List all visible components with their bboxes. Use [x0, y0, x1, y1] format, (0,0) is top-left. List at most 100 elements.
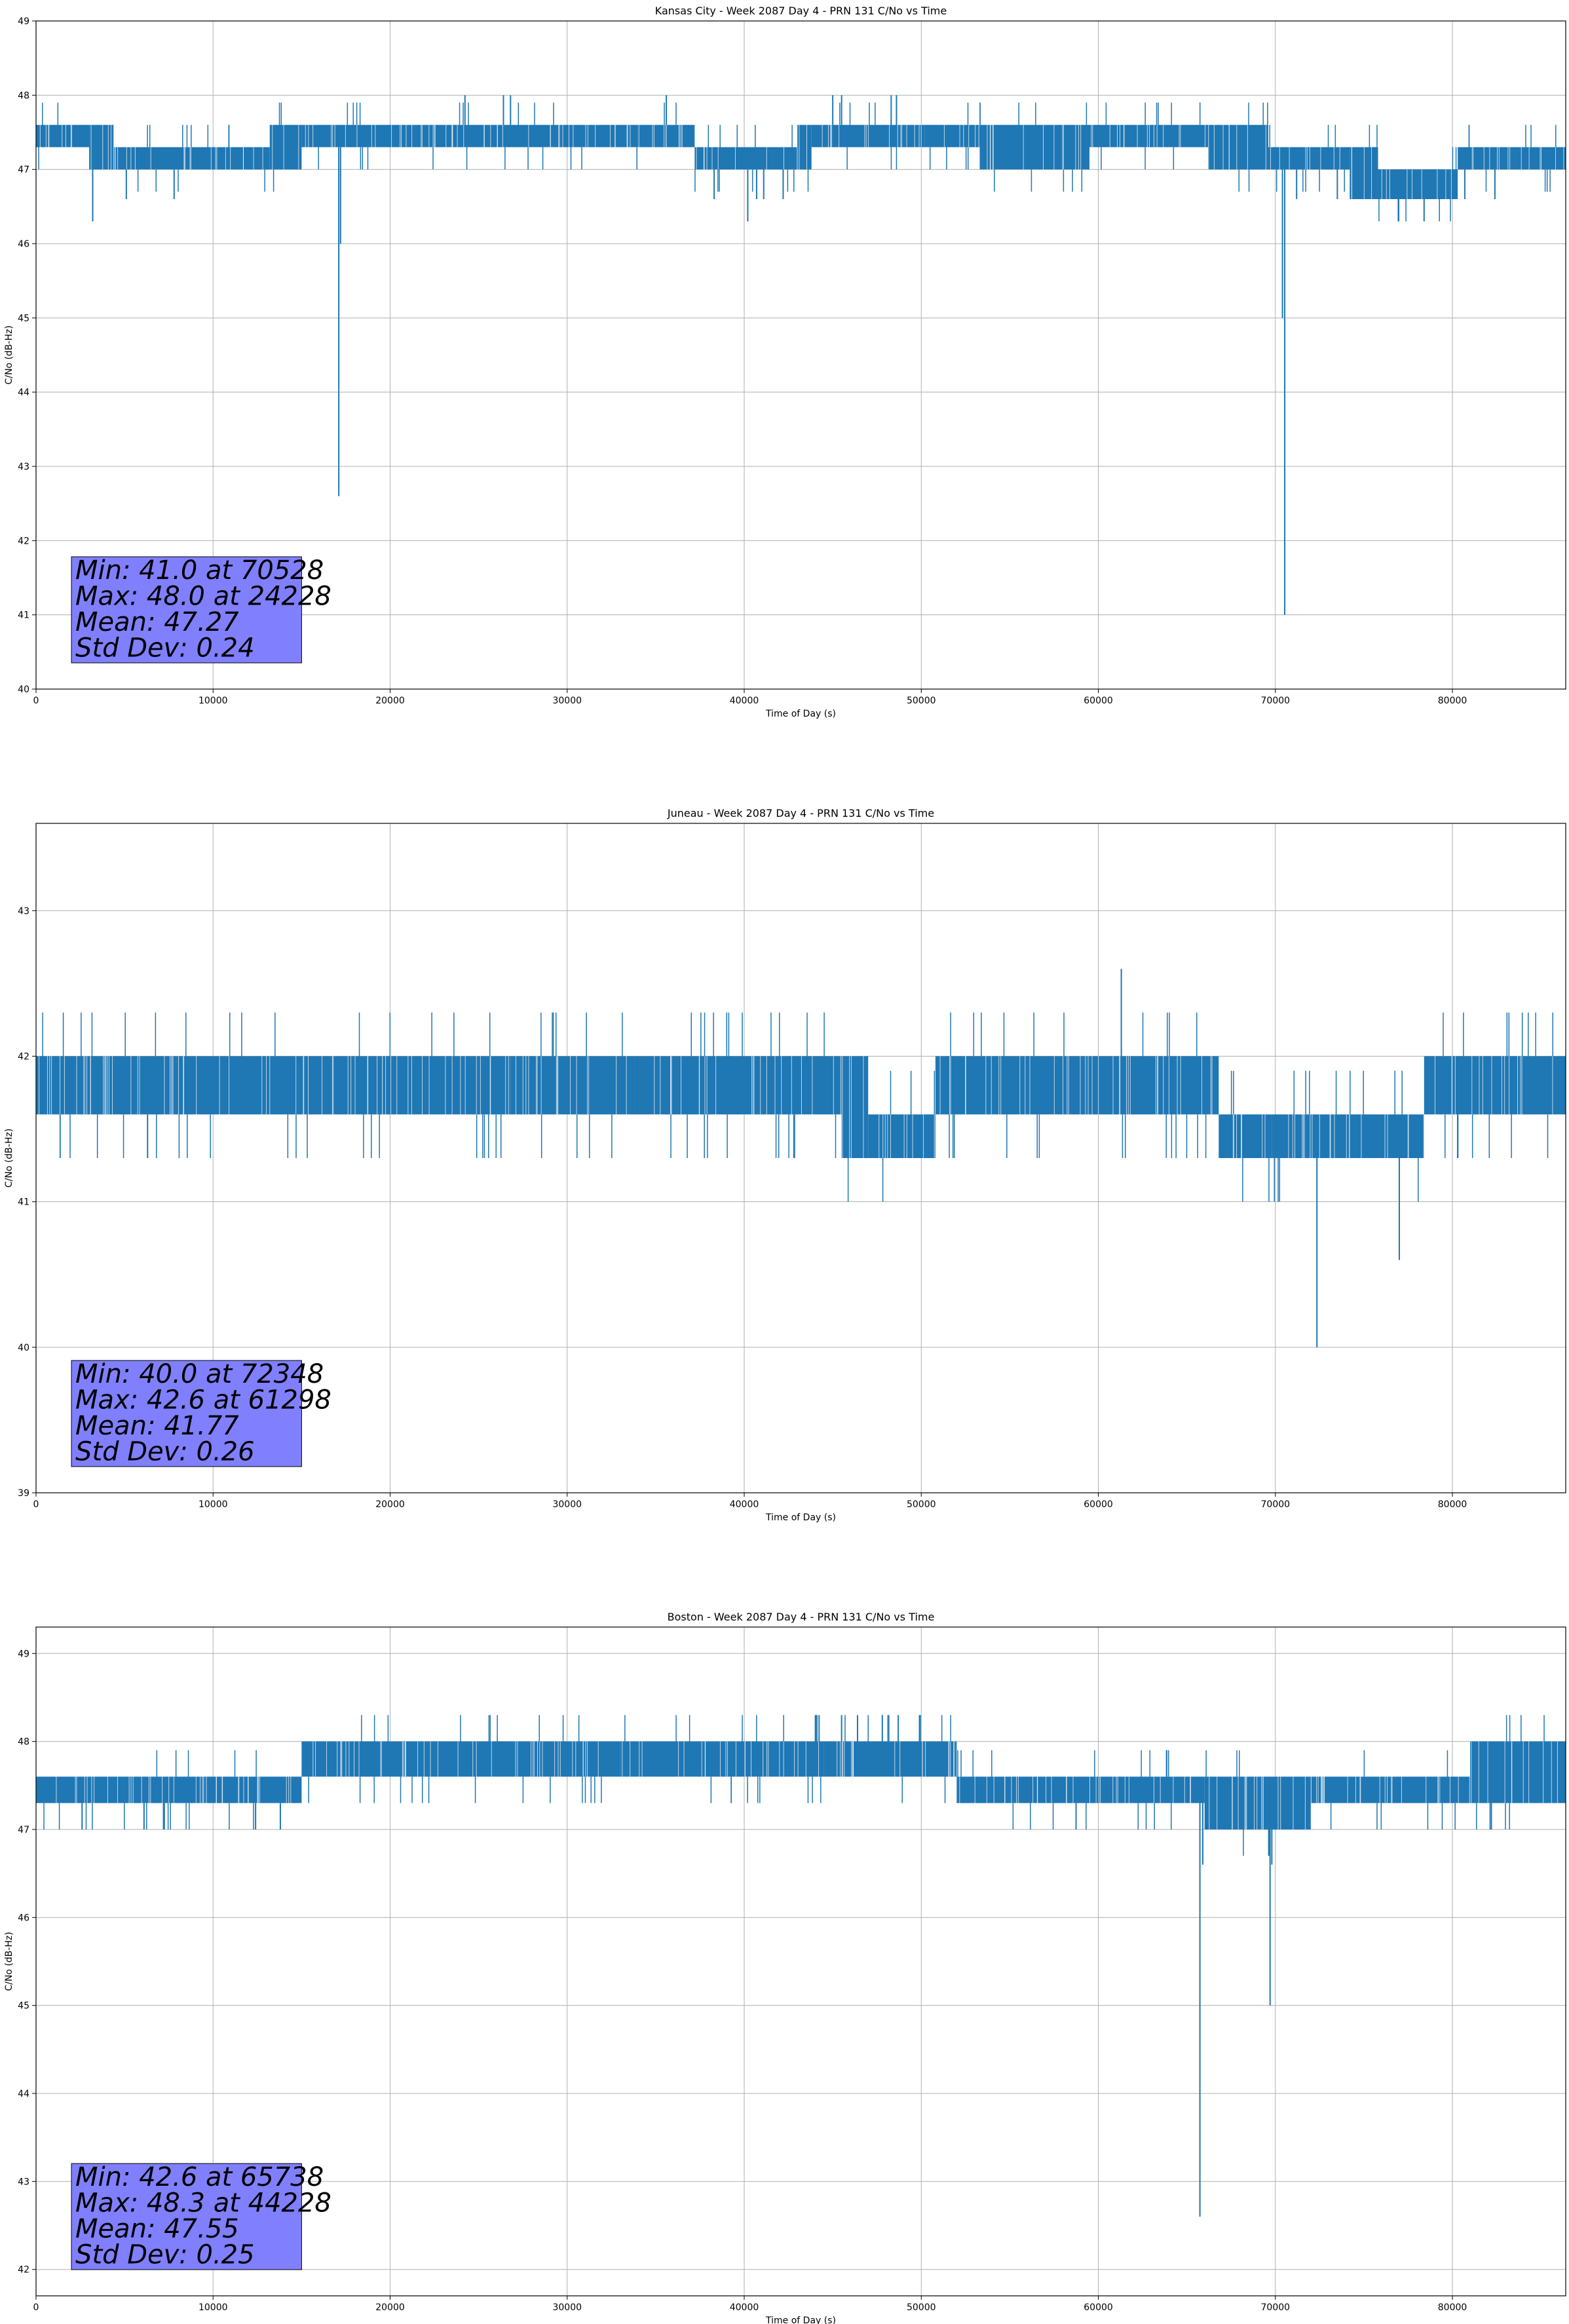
x-tick-label: 30000: [552, 1499, 582, 1510]
x-tick-label: 10000: [198, 2302, 228, 2313]
x-tick-label: 80000: [1438, 696, 1467, 706]
y-tick-label: 42: [18, 1051, 29, 1062]
stats-line: Mean: 47.27: [75, 607, 239, 637]
x-axis-label: Time of Day (s): [765, 709, 836, 719]
data-band: [1219, 1114, 1272, 1158]
data-band: [924, 124, 980, 147]
x-tick-label: 50000: [907, 696, 936, 706]
data-band: [620, 1741, 824, 1777]
y-tick-label: 41: [18, 610, 29, 621]
chart-title: Juneau - Week 2087 Day 4 - PRN 131 C/No …: [667, 807, 934, 819]
data-band: [935, 1056, 1177, 1115]
x-tick-label: 60000: [1084, 2302, 1113, 2313]
data-band: [301, 1741, 620, 1777]
x-tick-label: 20000: [375, 696, 405, 706]
data-band: [797, 124, 812, 170]
data-band: [36, 124, 90, 147]
x-tick-label: 80000: [1438, 1499, 1467, 1510]
data-band: [1424, 1056, 1566, 1115]
y-tick-label: 47: [18, 1825, 29, 1835]
x-tick-label: 40000: [730, 696, 759, 706]
data-band: [1268, 147, 1350, 170]
stats-line: Std Dev: 0.24: [75, 633, 255, 664]
data-band: [434, 124, 638, 147]
x-tick-label: 40000: [730, 2302, 759, 2313]
x-tick-label: 80000: [1438, 2302, 1467, 2313]
stats-line: Std Dev: 0.25: [75, 2240, 255, 2270]
data-band: [113, 147, 270, 170]
data-band: [956, 1776, 1099, 1803]
y-tick-label: 43: [18, 906, 29, 916]
chart-title: Boston - Week 2087 Day 4 - PRN 131 C/No …: [668, 1611, 935, 1623]
stats-box-background: [71, 2163, 302, 2270]
grid-lines: [35, 1627, 1566, 2296]
y-tick-label: 43: [18, 462, 29, 472]
axes-frame: [35, 20, 1566, 690]
x-axis-label: Time of Day (s): [765, 2315, 836, 2324]
y-tick-label: 48: [18, 1737, 29, 1748]
series-cno: [36, 95, 1566, 615]
y-tick-label: 40: [18, 1343, 29, 1353]
y-tick-label: 43: [18, 2177, 29, 2187]
y-tick-label: 47: [18, 165, 29, 176]
x-tick-label: 30000: [552, 2302, 582, 2313]
y-tick-label: 44: [18, 2089, 29, 2099]
data-band: [1089, 124, 1209, 147]
stats-box-background: [71, 556, 302, 664]
data-band: [301, 124, 435, 147]
y-tick-label: 42: [18, 2265, 29, 2276]
y-axis-label: C/No (dB-Hz): [4, 1129, 14, 1188]
y-tick-label: 48: [18, 90, 29, 101]
data-band: [1176, 1056, 1219, 1115]
x-tick-label: 30000: [552, 696, 582, 706]
x-tick-label: 50000: [907, 1499, 936, 1510]
stats-line: Min: 40.0 at 72348: [75, 1359, 324, 1389]
series-cno: [36, 1715, 1566, 2217]
y-tick-label: 39: [18, 1488, 29, 1499]
x-tick-label: 10000: [198, 1499, 228, 1510]
data-band: [841, 1056, 869, 1158]
y-tick-label: 46: [18, 239, 29, 250]
x-tick-label: 60000: [1084, 696, 1113, 706]
data-band: [1208, 124, 1268, 170]
x-tick-label: 40000: [730, 1499, 759, 1510]
data-band: [269, 124, 302, 170]
data-band: [868, 1114, 936, 1158]
y-tick-label: 42: [18, 536, 29, 546]
x-tick-label: 70000: [1261, 1499, 1291, 1510]
series-cno: [36, 969, 1566, 1347]
x-axis-label: Time of Day (s): [765, 1512, 836, 1523]
axes-frame: [35, 823, 1566, 1493]
x-tick-label: 0: [33, 696, 39, 706]
chart-panel: Kansas City - Week 2087 Day 4 - PRN 131 …: [4, 5, 1566, 719]
x-tick-label: 0: [33, 1499, 39, 1510]
y-tick-label: 44: [18, 388, 29, 398]
data-band: [383, 1056, 511, 1115]
y-axis-label: C/No (dB-Hz): [4, 326, 14, 384]
data-band: [1470, 1741, 1566, 1803]
data-band: [36, 1056, 383, 1115]
x-tick-label: 60000: [1084, 1499, 1113, 1510]
data-band: [1310, 1776, 1471, 1803]
x-tick-label: 70000: [1261, 2302, 1291, 2313]
stats-box-background: [71, 1360, 302, 1467]
data-band: [823, 1741, 957, 1777]
x-tick-label: 70000: [1261, 696, 1291, 706]
data-band: [510, 1056, 635, 1115]
stats-line: Min: 42.6 at 65738: [75, 2162, 324, 2192]
y-tick-label: 41: [18, 1197, 29, 1208]
x-tick-label: 20000: [375, 2302, 405, 2313]
stats-line: Max: 48.0 at 24228: [75, 582, 331, 612]
y-tick-label: 40: [18, 684, 29, 695]
y-tick-label: 45: [18, 2001, 29, 2012]
x-tick-label: 20000: [375, 1499, 405, 1510]
axes-frame: [35, 1626, 1566, 2296]
stats-line: Max: 42.6 at 61298: [75, 1385, 331, 1415]
data-band: [694, 147, 798, 170]
stats-line: Std Dev: 0.26: [75, 1437, 255, 1467]
data-band: [89, 124, 114, 170]
data-band: [1458, 147, 1566, 170]
